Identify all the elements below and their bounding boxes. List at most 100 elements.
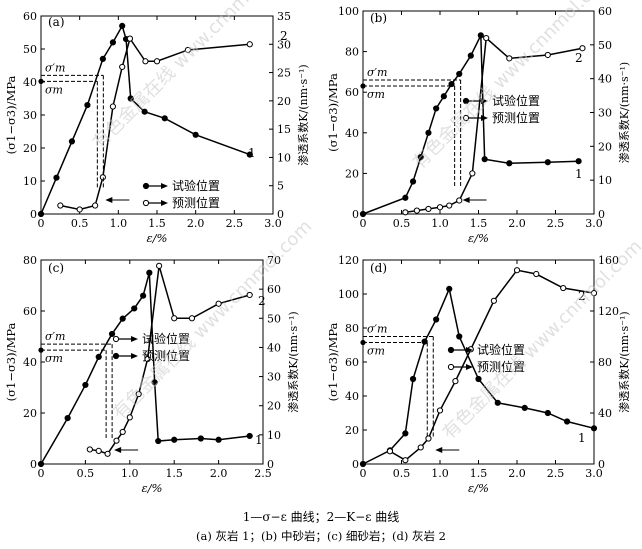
series-2-point (113, 437, 120, 444)
y2-tick-label: 30 (267, 371, 281, 384)
x-tick-label: 1.5 (470, 217, 488, 230)
y-tick-label: 20 (23, 142, 37, 155)
y2-tick-label: 20 (598, 140, 612, 153)
series-1-point (494, 399, 501, 406)
series-2-point (76, 206, 83, 213)
y-tick-label: 80 (345, 322, 359, 335)
series-2-point (184, 46, 192, 54)
series-1-point (82, 381, 89, 389)
series-2-point (560, 284, 567, 292)
series-1-point (456, 70, 463, 78)
legend-arrow-head (481, 98, 488, 104)
legend-label: 预测位置 (477, 359, 525, 374)
x-tick-label: 1.0 (110, 217, 128, 230)
series-1-point (151, 379, 158, 386)
series-2-line (60, 36, 250, 211)
panel-label: (d) (370, 261, 387, 275)
legend-arrow-head (131, 336, 138, 342)
series-1-point (192, 131, 199, 138)
y-tick-label: 20 (345, 167, 359, 180)
legend-label: 试验位置 (172, 178, 220, 193)
series-1-point (64, 415, 71, 422)
y2-tick-label: 20 (267, 400, 281, 413)
y2-tick-label: 30 (277, 38, 291, 51)
series-2-point (104, 450, 111, 457)
y2-tick-label: 40 (598, 407, 612, 420)
sigma-marker (360, 339, 366, 346)
series-1-point (95, 353, 102, 360)
series-1-point (417, 154, 424, 161)
x-tick-label: 1.0 (431, 217, 449, 230)
series-1-point (37, 210, 45, 218)
y-axis-label: (σ1−σ3)/MPa (326, 73, 340, 152)
x-tick-label: 1.5 (148, 217, 166, 230)
series-2-line (405, 36, 583, 214)
series-2-point (156, 262, 163, 269)
series-2-point (135, 390, 142, 398)
series-2-point (490, 297, 497, 304)
x-tick-label: 3.0 (585, 467, 603, 480)
series-2-point (413, 207, 420, 214)
chart-panel-a: 0 0.5 1.0 1.5 2.0 2.5 3.0010203040506005101520… (4, 10, 310, 245)
y-tick-label: 100 (338, 288, 359, 301)
legend-arrow-head (466, 347, 473, 353)
series-1-point (544, 409, 551, 417)
x-tick-label: 0 (360, 467, 367, 480)
series-1-point (544, 159, 551, 166)
legend-arrow-head (466, 364, 473, 370)
series-2-point (119, 63, 126, 71)
y2-tick-label: 60 (267, 283, 281, 296)
y-tick-label: 30 (23, 109, 37, 122)
series-1-point (359, 210, 367, 218)
series-1-point (590, 425, 598, 432)
series-1-point (127, 95, 134, 102)
x-tick-label: 1.0 (431, 467, 449, 480)
watermark-text: 有色金属在线 www.cnnmol.com (109, 216, 316, 423)
series-2-point (436, 407, 444, 414)
y2-tick-label: 70 (267, 254, 281, 267)
sigma-prime-label: σ′m (367, 323, 387, 336)
series-2-point (417, 444, 424, 451)
x-tick-label: 1.5 (165, 467, 183, 480)
legend-label: 试验位置 (142, 331, 190, 346)
series-2-point (92, 202, 99, 209)
sigma-label: σm (45, 352, 63, 365)
series-1-point (171, 436, 178, 443)
series-1-point (425, 129, 432, 136)
legend-marker (462, 114, 470, 122)
series-2-point (436, 204, 444, 211)
y2-tick-label: 120 (598, 305, 619, 318)
legend-arrow-head (131, 353, 138, 359)
series-1-point (37, 460, 45, 468)
y2-axis-label: 渗透系数K/(nm·s⁻¹) (296, 64, 310, 165)
x-tick-label: 0 (38, 467, 45, 480)
y-tick-label: 60 (23, 10, 37, 23)
position-arrow-head (105, 197, 113, 203)
curve-number-1: 1 (575, 167, 583, 181)
x-axis-label: ε/% (468, 231, 489, 245)
legend-marker (462, 97, 470, 105)
series-1-point (84, 102, 91, 109)
series-2-point (513, 267, 521, 274)
x-axis-label: ε/% (468, 481, 489, 495)
y2-tick-label: 35 (277, 10, 291, 23)
sigma-marker (360, 83, 366, 89)
y2-tick-label: 0 (277, 208, 284, 221)
series-1-point (161, 115, 168, 122)
series-2-point (506, 55, 513, 62)
y2-tick-label: 80 (598, 356, 612, 369)
curve-number-1: 1 (248, 146, 256, 160)
panel-label: (b) (370, 11, 387, 25)
legend-marker (112, 352, 120, 360)
y-axis-label: (σ1−σ3)/MPa (326, 323, 340, 402)
x-tick-label: 1.0 (121, 467, 139, 480)
series-1-point (108, 330, 116, 338)
series-2-point (246, 41, 253, 48)
sigma-marker (38, 78, 44, 84)
y-tick-label: 120 (338, 254, 359, 267)
y-tick-label: 100 (338, 5, 359, 18)
legend-marker (142, 199, 150, 207)
series-1-point (433, 316, 440, 323)
series-1-point (421, 338, 428, 345)
series-2-point (425, 205, 432, 213)
